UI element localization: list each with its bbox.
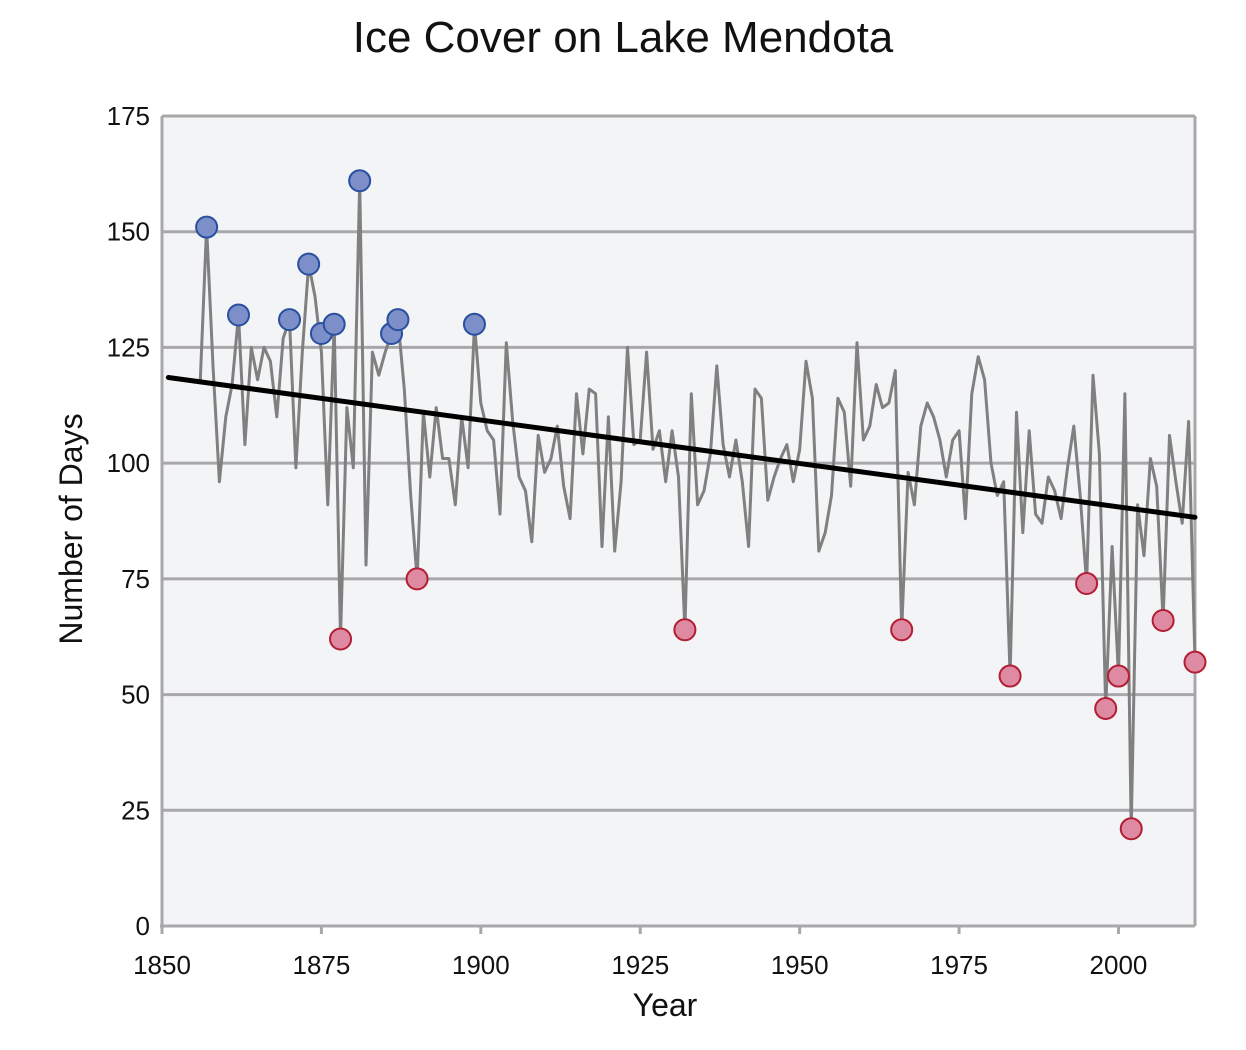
y-axis-label: Number of Days — [53, 413, 89, 644]
x-tick-label: 1900 — [452, 950, 510, 980]
x-tick-label: 1850 — [133, 950, 191, 980]
low-year-marker — [673, 618, 697, 642]
x-tick-label: 1925 — [611, 950, 669, 980]
gridlines — [162, 114, 1195, 812]
low-year-marker — [1119, 817, 1143, 841]
series-line-group — [198, 179, 1197, 831]
y-tick-label: 150 — [107, 217, 150, 247]
high-year-marker — [386, 308, 410, 332]
high-year-marker — [462, 312, 486, 336]
y-tick-label: 125 — [107, 332, 150, 362]
y-tick-labels: 0 25 50 75 100 125 150 175 — [107, 101, 150, 941]
low-year-marker — [1183, 650, 1207, 674]
low-year-marker — [405, 567, 429, 591]
low-year-marker — [890, 618, 914, 642]
y-tick-label: 175 — [107, 101, 150, 131]
y-tick-label: 50 — [121, 680, 150, 710]
y-tick-label: 25 — [121, 795, 150, 825]
low-year-marker — [1151, 609, 1175, 633]
x-axis-label: Year — [633, 987, 698, 1023]
low-year-marker — [1075, 571, 1099, 595]
low-year-marker — [1094, 696, 1118, 720]
y-tick-label: 100 — [107, 448, 150, 478]
x-tick-label: 1975 — [930, 950, 988, 980]
x-tick-label: 1875 — [292, 950, 350, 980]
high-year-marker — [322, 312, 346, 336]
y-tick-label: 0 — [136, 911, 150, 941]
high-year-marker — [278, 308, 302, 332]
low-year-marker — [998, 664, 1022, 688]
axes — [160, 116, 1197, 934]
x-tick-label: 2000 — [1090, 950, 1148, 980]
x-tick-labels: 1850 1875 1900 1925 1950 1975 2000 — [133, 950, 1147, 980]
high-year-marker — [227, 303, 251, 327]
low-year-marker — [1106, 664, 1130, 688]
annual-ice-days-line — [198, 179, 1197, 831]
chart-title: Ice Cover on Lake Mendota — [353, 13, 894, 62]
trend-line — [165, 375, 1198, 520]
high-year-marker — [297, 252, 321, 276]
y-tick-label: 75 — [121, 564, 150, 594]
low-year-marker — [329, 627, 353, 651]
high-year-marker — [195, 215, 219, 239]
x-tick-label: 1950 — [771, 950, 829, 980]
high-year-marker — [348, 169, 372, 193]
trend-line-group — [165, 375, 1198, 520]
marker-group — [195, 169, 1207, 841]
